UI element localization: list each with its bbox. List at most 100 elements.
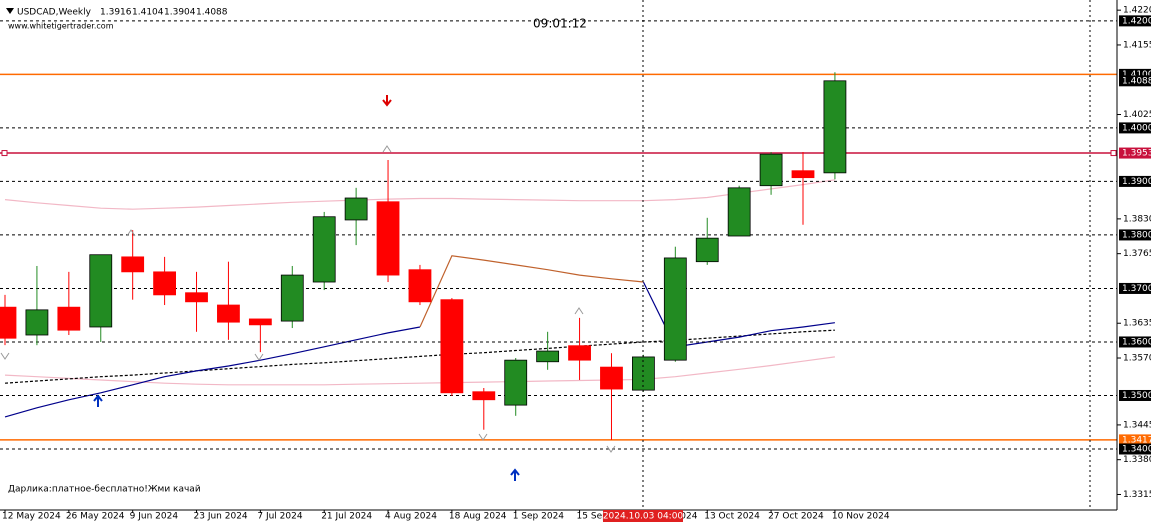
level-label: 1.3900: [1122, 177, 1151, 187]
crosshair-time: 2024.10.03 04:00: [603, 512, 684, 522]
fractal-up: [574, 307, 584, 315]
price-axis: 1.4220 1.4155 1.4025 1.3830 1.3765 1.3635 1.35…: [1117, 6, 1151, 500]
level-label-box: [1119, 15, 1151, 27]
fractal-down: [478, 433, 488, 441]
buy-arrow: [510, 468, 520, 481]
level-label-box: [1119, 229, 1151, 241]
level-label: 1.3953: [1122, 149, 1151, 159]
candle-body: [695, 237, 719, 263]
candle-body: [0, 306, 17, 339]
ohlc-open: 1.3916: [100, 8, 132, 18]
candle-body: [121, 256, 145, 273]
indicator-line: [4, 179, 835, 210]
level-label-box: [1119, 434, 1151, 446]
candle-body: [504, 359, 528, 406]
fractal-up: [126, 229, 136, 237]
candle-body: [312, 216, 336, 283]
y-tick-label: 1.4220: [1123, 6, 1151, 16]
candle-body: [248, 318, 272, 326]
candle-body: [727, 187, 751, 237]
candle-body: [89, 254, 113, 328]
x-tick-label: 9 Jun 2024: [130, 512, 179, 522]
x-tick-label: 10 Nov 2024: [832, 512, 890, 522]
footer-text: Дарлика:платное-бесплатно!Жми качай: [8, 485, 201, 495]
indicator-line: [4, 329, 835, 384]
x-tick-label: 1 Sep 2024: [513, 512, 565, 522]
website: www.whitetigertrader.com: [8, 22, 114, 31]
timer: 09:01:12: [533, 17, 587, 31]
y-tick-label: 1.3765: [1123, 249, 1151, 259]
level-label: 1.3700: [1122, 284, 1151, 294]
candle-body: [791, 170, 815, 179]
sell-arrow: [382, 95, 392, 107]
level-label: 1.4100: [1122, 70, 1151, 80]
buy-arrow: [93, 394, 103, 407]
ohlc-close: 1.4088: [196, 8, 228, 18]
candle-body: [408, 269, 432, 303]
x-tick-label: 4 Aug 2024: [385, 512, 437, 522]
level-label: 1.3417: [1122, 435, 1151, 445]
level-label-box: [1119, 336, 1151, 348]
candle-body: [217, 304, 240, 323]
level-label: 1.3600: [1122, 337, 1151, 347]
fractal-down: [0, 352, 10, 360]
current-price-box: [1119, 75, 1151, 87]
level-label: 1.3400: [1122, 444, 1151, 454]
fractal-down: [254, 353, 264, 361]
x-tick-label: 7 Jul 2024: [257, 512, 302, 522]
candle-body: [344, 197, 368, 221]
candle-body: [25, 309, 49, 336]
level-label-box: [1119, 443, 1151, 455]
plot-area: [0, 20, 1117, 450]
x-tick-label: 13 Oct 2024: [704, 512, 760, 522]
crosshair-time-box: [603, 510, 683, 522]
y-tick-label: 1.3315: [1123, 490, 1151, 500]
y-tick-label: 1.3635: [1123, 319, 1151, 329]
level-handle: [1, 150, 8, 157]
level-label-box: [1119, 68, 1151, 80]
y-tick-label: 1.3570: [1123, 354, 1151, 364]
fractal-up: [382, 145, 392, 153]
y-tick-label: 1.4155: [1123, 40, 1151, 50]
candle-body: [440, 299, 464, 394]
level-label-box: [1119, 175, 1151, 187]
indicator-line: [419, 255, 644, 328]
candle-body: [759, 153, 783, 187]
candle-body: [153, 271, 177, 296]
y-tick-label: 1.3445: [1123, 420, 1151, 430]
candle-body: [600, 366, 623, 390]
level-handle: [1110, 150, 1117, 157]
x-tick-label: 26 May 2024: [66, 512, 125, 522]
candle-body: [376, 201, 400, 276]
candle-body: [536, 350, 560, 363]
x-tick-label: 23 Jun 2024: [194, 512, 248, 522]
x-tick-label: 18 Aug 2024: [449, 512, 507, 522]
fractal-down: [606, 445, 616, 453]
x-tick-label: 27 Oct 2024: [768, 512, 824, 522]
candle-body: [57, 306, 81, 331]
level-label-box: [1119, 147, 1151, 159]
x-tick-label: 12 May 2024: [2, 512, 61, 522]
level-label: 1.3500: [1122, 391, 1151, 401]
candle-body: [568, 345, 591, 361]
fractals: [0, 145, 616, 453]
y-tick-label: 1.4025: [1123, 110, 1151, 120]
level-label: 1.4000: [1122, 123, 1151, 133]
candle-body: [823, 80, 847, 174]
candle-body: [663, 257, 687, 361]
level-label: 1.3800: [1122, 230, 1151, 240]
candle-body: [280, 274, 304, 322]
level-label-box: [1119, 122, 1151, 134]
level-label-box: [1119, 282, 1151, 294]
candle-body: [472, 391, 496, 401]
chart-title: USDCAD,Weekly: [17, 8, 92, 18]
y-tick-label: 1.3830: [1123, 214, 1151, 224]
x-tick-label: 21 Jul 2024: [321, 512, 372, 522]
y-tick-label: 1.3380: [1123, 455, 1151, 465]
ohlc-low: 1.3904: [164, 8, 196, 18]
level-label-box: [1119, 389, 1151, 401]
current-price: 1.4088: [1122, 76, 1151, 86]
candle-body: [185, 292, 208, 303]
ohlc-high: 1.4104: [132, 8, 164, 18]
